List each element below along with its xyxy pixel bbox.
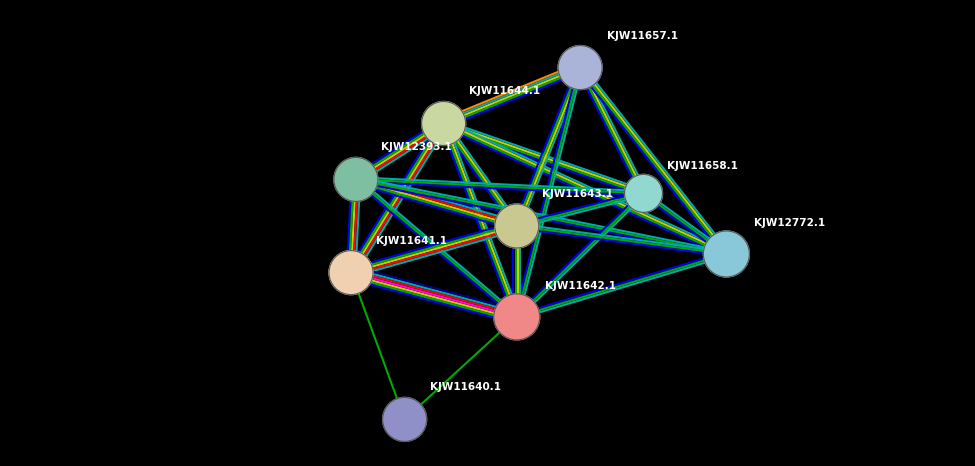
Circle shape bbox=[421, 102, 466, 145]
Text: KJW11641.1: KJW11641.1 bbox=[376, 236, 447, 246]
Circle shape bbox=[703, 231, 750, 277]
Text: KJW12772.1: KJW12772.1 bbox=[755, 218, 826, 228]
Circle shape bbox=[625, 174, 662, 212]
Circle shape bbox=[493, 294, 540, 340]
Text: KJW11658.1: KJW11658.1 bbox=[668, 161, 738, 171]
Text: KJW11644.1: KJW11644.1 bbox=[469, 87, 540, 96]
Circle shape bbox=[333, 158, 378, 201]
Text: KJW11643.1: KJW11643.1 bbox=[542, 189, 612, 199]
Circle shape bbox=[558, 46, 603, 89]
Circle shape bbox=[382, 397, 427, 441]
Text: KJW11642.1: KJW11642.1 bbox=[545, 281, 616, 291]
Text: KJW11657.1: KJW11657.1 bbox=[607, 31, 679, 41]
Text: KJW12393.1: KJW12393.1 bbox=[381, 143, 451, 152]
Circle shape bbox=[494, 204, 539, 248]
Circle shape bbox=[329, 251, 373, 295]
Text: KJW11640.1: KJW11640.1 bbox=[430, 383, 500, 392]
